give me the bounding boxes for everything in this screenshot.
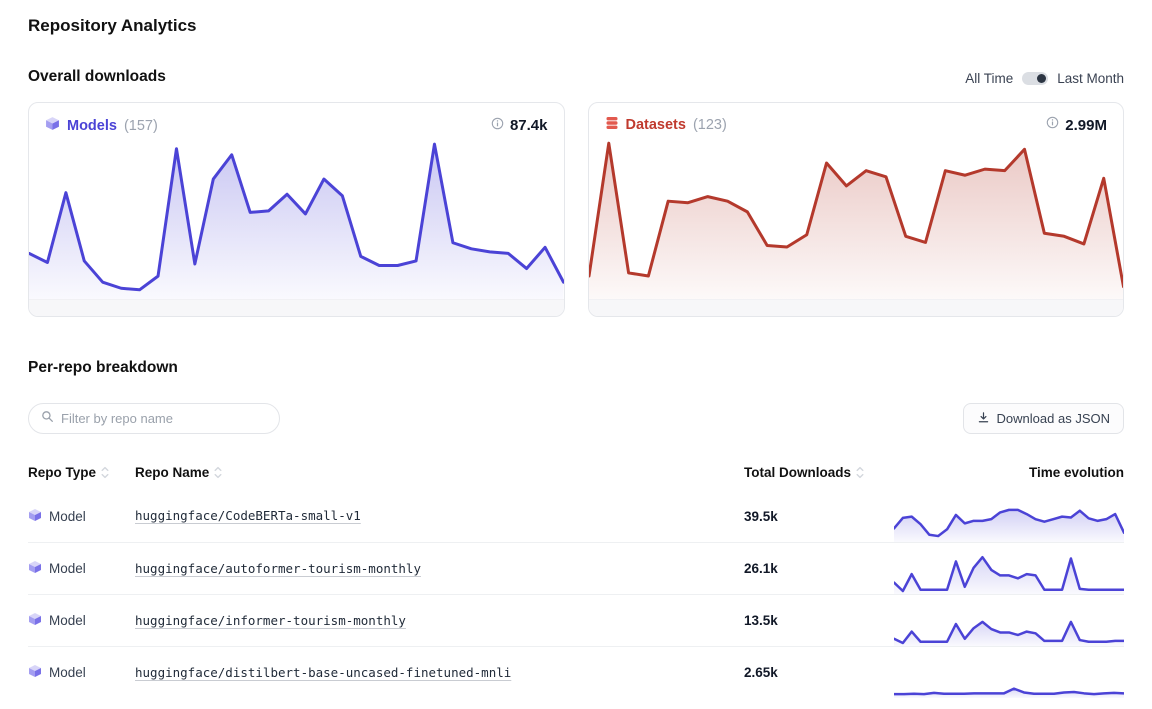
repo-name-cell: huggingface/informer-tourism-monthly [135,612,744,630]
models-download-value: 87.4k [509,117,548,134]
datasets-card-footer [588,299,1123,316]
time-evolution-sparkline [894,498,1124,542]
cube-icon [28,508,42,525]
models-card-title: Models (157) [45,116,158,135]
repo-name-link[interactable]: huggingface/autoformer-tourism-monthly [135,560,421,576]
search-icon [41,410,54,428]
download-json-label: Download as JSON [996,411,1110,426]
per-repo-table: Repo Type Repo Name Total Downloads Time… [28,454,1124,698]
repo-type-label: Model [49,665,86,680]
toggle-label-all-time[interactable]: All Time [965,71,1014,86]
repo-name-link[interactable]: huggingface/informer-tourism-monthly [135,612,406,628]
repo-type-cell: Model [28,612,135,629]
table-header-row: Repo Type Repo Name Total Downloads Time… [28,454,1124,490]
repo-type-label: Model [49,613,86,628]
datasets-card-title: Datasets (123) [605,116,727,134]
datasets-card-header: Datasets (123) 2.99M [589,103,1124,140]
page-title: Repository Analytics [28,16,197,35]
cube-icon [45,116,60,135]
repo-name-link[interactable]: huggingface/CodeBERTa-small-v1 [135,508,361,523]
download-json-button[interactable]: Download as JSON [962,403,1124,434]
repo-filter[interactable] [28,403,280,434]
cube-icon [28,612,42,629]
table-row: Model huggingface/informer-tourism-month… [28,594,1124,646]
overall-downloads-heading: Overall downloads [28,68,166,85]
repo-type-cell: Model [28,560,135,577]
total-downloads-value: 2.65k [744,665,778,680]
database-icon [605,116,619,134]
time-evolution-sparkline [894,602,1124,646]
datasets-card: Datasets (123) 2.99M [587,102,1124,317]
table-row: Model huggingface/autoformer-tourism-mon… [28,542,1124,594]
download-icon [977,411,990,427]
overall-downloads-section-header: Overall downloads All Time Last Month [28,68,1124,86]
datasets-download-value: 2.99M [1065,116,1107,134]
toggle-label-last-month[interactable]: Last Month [1057,71,1124,86]
time-range-toggle: All Time Last Month [965,71,1124,86]
sort-chevrons-icon[interactable] [214,466,222,479]
per-repo-breakdown-heading: Per-repo breakdown [28,359,178,376]
repo-name-cell: huggingface/autoformer-tourism-monthly [135,560,744,578]
table-row: Model huggingface/CodeBERTa-small-v1 39.… [28,490,1124,542]
table-body: Model huggingface/CodeBERTa-small-v1 39.… [28,490,1124,698]
cube-icon [28,560,42,577]
datasets-label: Datasets [625,117,686,133]
models-chart [29,141,564,299]
total-downloads-value: 26.1k [744,561,778,576]
repo-type-cell: Model [28,508,135,525]
time-evolution-sparkline [894,654,1124,698]
table-row: Model huggingface/distilbert-base-uncase… [28,646,1124,698]
repo-type-cell: Model [28,664,135,681]
repo-type-label: Model [49,508,86,524]
repo-name-link[interactable]: huggingface/distilbert-base-uncased-fine… [135,664,512,680]
repo-type-label: Model [49,561,86,576]
repo-name-cell: huggingface/distilbert-base-uncased-fine… [135,664,744,682]
sort-chevrons-icon[interactable] [856,466,864,479]
models-total: 87.4k [491,117,548,135]
repo-name-cell: huggingface/CodeBERTa-small-v1 [135,507,744,525]
models-card-header: Models (157) 87.4k [29,103,564,141]
switch-knob [1037,74,1047,83]
total-downloads-value: 13.5k [744,613,778,628]
info-icon [491,117,504,135]
header-repo-name[interactable]: Repo Name [135,465,744,480]
filter-row: Download as JSON [28,403,1124,434]
datasets-count: (123) [692,117,727,133]
models-card-footer [29,299,564,316]
header-total-downloads[interactable]: Total Downloads [744,465,894,480]
time-range-switch[interactable] [1022,72,1049,85]
header-time-evolution: Time evolution [1028,464,1124,480]
cube-icon [28,664,42,681]
datasets-chart [588,140,1123,299]
repo-filter-input[interactable] [61,411,267,426]
info-icon [1046,116,1059,134]
models-label: Models [67,117,117,134]
sort-chevrons-icon[interactable] [101,466,109,479]
total-downloads-value: 39.5k [744,508,778,524]
overall-download-cards: Models (157) 87.4k [28,102,1124,317]
models-count: (157) [123,117,158,134]
time-evolution-sparkline [894,550,1124,594]
models-card: Models (157) 87.4k [28,102,565,317]
header-repo-type[interactable]: Repo Type [28,465,135,480]
datasets-total: 2.99M [1046,116,1107,134]
